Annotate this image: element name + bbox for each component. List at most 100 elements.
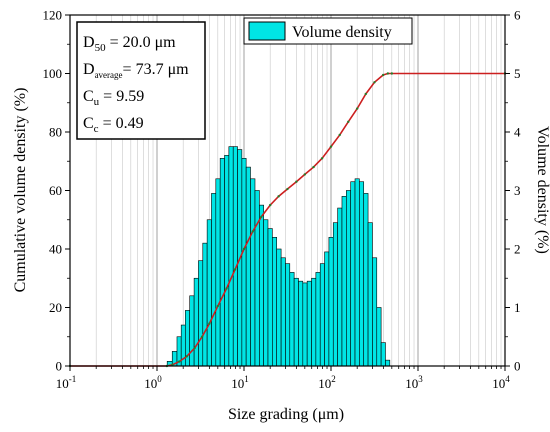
bar [346, 190, 351, 367]
y-left-tick-label: 20 [49, 300, 62, 315]
cumulative-point [355, 107, 359, 110]
bar [219, 158, 225, 367]
cu-annotation: Cu = 9.59 [83, 88, 144, 108]
x-tick-label: 10-1 [56, 374, 77, 391]
y-axis-left-label: Cumulative volume density (%) [12, 88, 29, 293]
y-left-tick-label: 60 [49, 183, 62, 198]
y-right-tick-label: 5 [514, 66, 521, 81]
bar [211, 193, 217, 367]
bar [206, 219, 212, 367]
bar [376, 307, 382, 367]
legend-label: Volume density [292, 24, 392, 41]
y-right-tick-label: 6 [514, 8, 521, 23]
bar [367, 222, 373, 367]
bar [202, 242, 208, 367]
x-tick-label: 104 [492, 374, 510, 391]
bar [311, 277, 317, 367]
cumulative-point [386, 72, 390, 75]
cumulative-point [295, 180, 298, 183]
d50-annotation: D50 = 20.0 μm [83, 34, 176, 54]
cumulative-point [200, 335, 204, 338]
x-tick-label: 103 [405, 374, 423, 391]
cumulative-point [303, 173, 307, 176]
y-axis-right: 0 1 2 3 4 5 6 [505, 8, 521, 374]
cumulative-point [225, 287, 228, 290]
cumulative-point [338, 133, 341, 137]
cumulative-point [347, 120, 350, 123]
bar [354, 178, 360, 367]
cumulative-point [242, 247, 246, 251]
bar [198, 260, 204, 367]
cumulative-point [364, 92, 367, 96]
cumulative-point [277, 195, 280, 198]
bar [350, 181, 356, 367]
y-right-tick-label: 3 [514, 183, 521, 198]
cumulative-point [286, 187, 289, 191]
bar [285, 263, 291, 367]
bar [250, 178, 256, 367]
bar [293, 277, 299, 367]
bar [289, 272, 295, 367]
cumulative-point [390, 72, 394, 75]
y-left-tick-label: 100 [43, 66, 63, 81]
bar [224, 155, 230, 367]
bar [298, 280, 304, 367]
cumulative-point [251, 230, 254, 233]
bar [380, 342, 386, 367]
bar [363, 193, 369, 367]
cumulative-markers [68, 72, 507, 368]
bar [337, 207, 343, 367]
y-right-tick-label: 1 [514, 300, 521, 315]
cumulative-point [373, 81, 376, 84]
bar [328, 237, 334, 367]
x-tick-label: 101 [231, 374, 249, 391]
x-tick-label: 102 [318, 374, 336, 391]
y-right-tick-label: 4 [514, 125, 521, 140]
y-left-tick-label: 0 [56, 359, 63, 374]
bar [193, 277, 199, 367]
stats-box-frame [76, 21, 206, 140]
bar [280, 257, 286, 367]
bar [276, 248, 282, 367]
legend: Volume density [243, 17, 413, 45]
cumulative-point [260, 215, 263, 219]
bar [319, 263, 325, 367]
bar [215, 178, 221, 367]
x-axis-label: Size grading (μm) [228, 406, 344, 423]
bar [341, 196, 347, 367]
cumulative-point [193, 346, 196, 350]
cumulative-point [320, 157, 324, 160]
bar [254, 190, 260, 367]
bar [259, 204, 264, 367]
bar [324, 251, 330, 367]
bar [385, 359, 391, 367]
cumulative-point [208, 322, 211, 325]
bar [302, 282, 308, 367]
bar [306, 280, 312, 367]
bar [228, 146, 234, 367]
cumulative-point [381, 73, 385, 77]
bar [359, 181, 365, 367]
x-axis: 10-1 100 101 102 103 104 [56, 366, 510, 391]
cumulative-point [178, 360, 181, 363]
bar [332, 222, 338, 367]
y-right-tick-label: 0 [514, 359, 521, 374]
y-left-tick-label: 80 [49, 125, 62, 140]
cumulative-point [329, 145, 333, 148]
daverage-annotation: Daverage= 73.7 μm [83, 61, 189, 80]
bar [189, 295, 195, 367]
y-left-tick-label: 40 [49, 242, 62, 257]
bars [166, 146, 391, 367]
stats-box: D50 = 20.0 μm Daverage= 73.7 μm Cu = 9.5… [76, 21, 206, 140]
bar [267, 228, 273, 367]
cumulative-point [268, 203, 272, 207]
bar [372, 257, 378, 367]
y-right-tick-label: 2 [514, 242, 521, 257]
y-left-tick-label: 120 [43, 8, 63, 23]
cumulative-point [185, 355, 188, 358]
bar [232, 146, 238, 367]
cumulative-point [312, 165, 315, 169]
cumulative-point [233, 268, 237, 271]
cumulative-point [216, 304, 220, 308]
